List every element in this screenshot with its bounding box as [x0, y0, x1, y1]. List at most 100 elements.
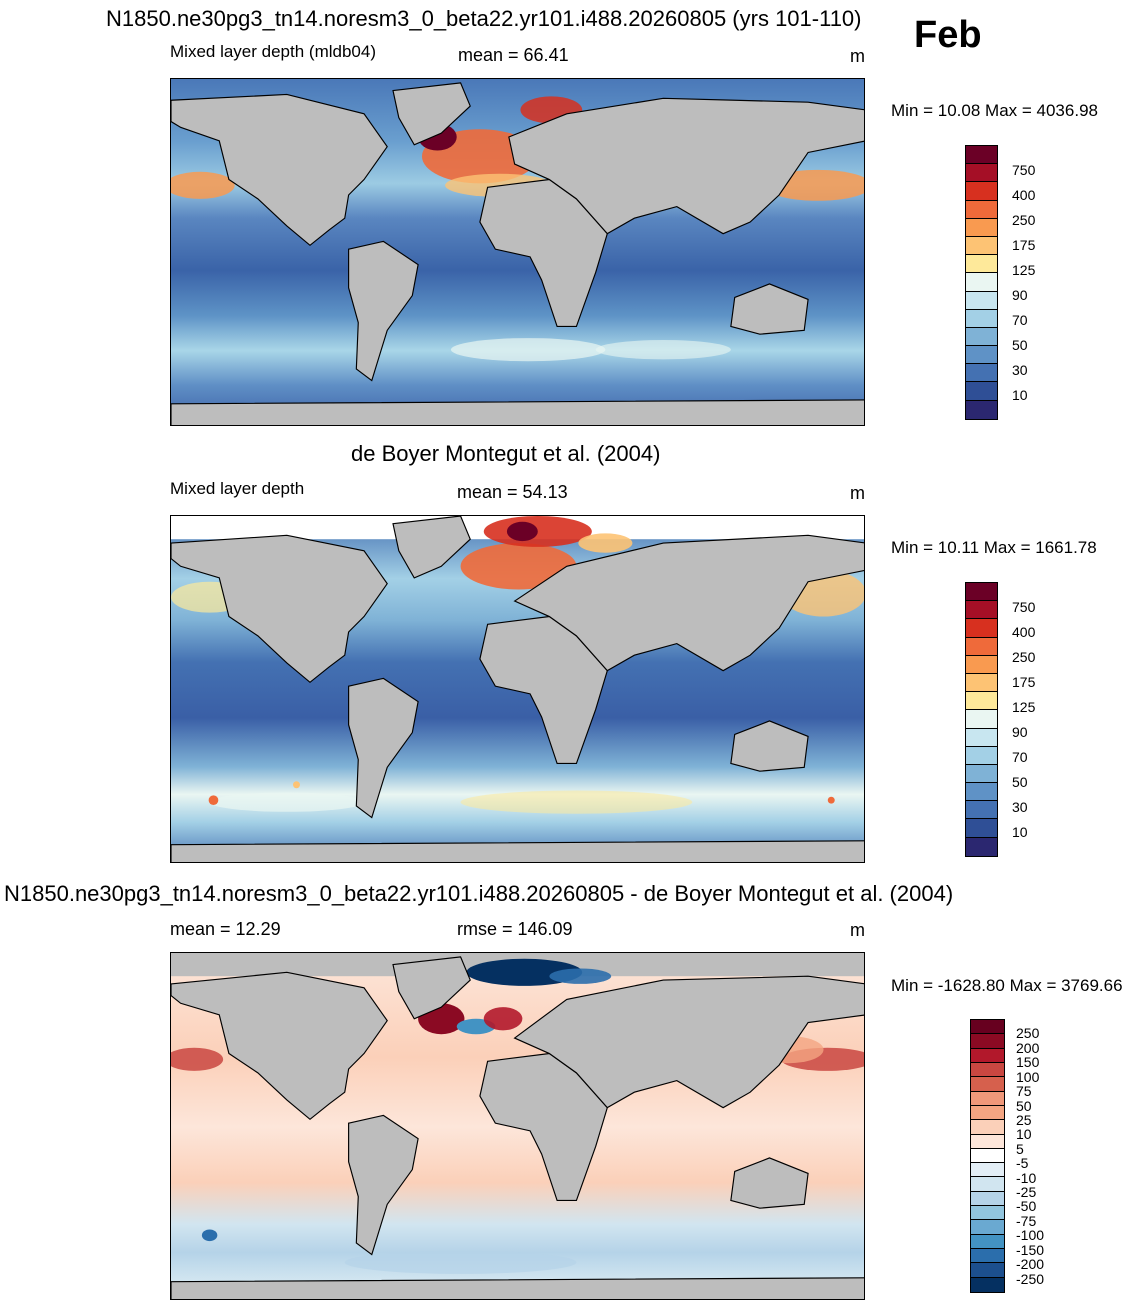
colorbar-tick-label: -5 — [1016, 1155, 1029, 1172]
colorbar-swatch — [971, 1120, 1004, 1135]
colorbar-tick-label: 90 — [1012, 287, 1028, 303]
panel3-minmax-label: Min = -1628.80 Max = 3769.66 — [891, 976, 1123, 995]
colorbar-tick-label: 175 — [1012, 674, 1036, 690]
colorbar-swatch — [966, 255, 997, 274]
colorbar-swatch — [966, 710, 997, 729]
colorbar-swatch — [966, 236, 997, 256]
panel3-colorbar — [970, 1019, 1005, 1293]
panel1-title: N1850.ne30pg3_tn14.noresm3_0_beta22.yr10… — [106, 6, 862, 31]
panel2-land — [171, 516, 864, 862]
colorbar-swatch — [971, 1277, 1004, 1292]
colorbar-tick-label: 250 — [1016, 1025, 1040, 1042]
colorbar-tick-label: 90 — [1012, 724, 1028, 740]
panel2-map — [170, 515, 865, 863]
panel1-variable-label: Mixed layer depth (mldb04) — [170, 42, 376, 61]
colorbar-swatch — [966, 655, 997, 674]
colorbar-swatch — [971, 1163, 1004, 1178]
colorbar-tick-label: 750 — [1012, 162, 1036, 178]
colorbar-swatch — [966, 819, 997, 838]
colorbar-swatch — [966, 309, 997, 328]
panel2-colorbar — [965, 582, 998, 857]
panel2-mean-label: mean = 54.13 — [457, 482, 568, 502]
panel3-colorbar-swatches — [971, 1020, 1004, 1292]
colorbar-swatch — [966, 327, 997, 347]
colorbar-swatch — [966, 764, 997, 784]
colorbar-swatch — [971, 1105, 1004, 1121]
colorbar-swatch — [966, 164, 997, 183]
colorbar-swatch — [971, 1220, 1004, 1235]
colorbar-tick-label: 250 — [1012, 212, 1036, 228]
colorbar-swatch — [971, 1206, 1004, 1221]
colorbar-tick-label: 250 — [1012, 649, 1036, 665]
colorbar-tick-label: 30 — [1012, 799, 1028, 815]
panel3-land — [171, 956, 864, 1299]
colorbar-swatch — [971, 1134, 1004, 1149]
colorbar-swatch — [966, 728, 997, 747]
panel3-units-label: m — [850, 920, 865, 940]
colorbar-swatch — [966, 746, 997, 765]
colorbar-swatch — [966, 801, 997, 820]
colorbar-swatch — [966, 218, 997, 237]
panel1-land — [171, 82, 864, 425]
colorbar-swatch — [966, 382, 997, 401]
panel1-colorbar-labels: 750 400 250 175 125 90 70 50 30 10 — [1012, 145, 1072, 420]
colorbar-tick-label: -150 — [1016, 1241, 1045, 1258]
panel1-colorbar — [965, 145, 998, 420]
colorbar-swatch — [966, 783, 997, 802]
colorbar-swatch — [971, 1020, 1004, 1035]
colorbar-tick-label: -50 — [1016, 1198, 1037, 1215]
panel1-units-label: m — [850, 46, 865, 66]
colorbar-swatch — [971, 1034, 1004, 1049]
colorbar-swatch — [971, 1249, 1004, 1264]
panel2-colorbar-labels: 750 400 250 175 125 90 70 50 30 10 — [1012, 582, 1072, 857]
panel3-mean-label: mean = 12.29 — [170, 919, 281, 939]
panel2-minmax-label: Min = 10.11 Max = 1661.78 — [891, 538, 1097, 557]
panel1-minmax-label: Min = 10.08 Max = 4036.98 — [891, 101, 1098, 120]
colorbar-swatch — [966, 619, 997, 638]
colorbar-swatch — [971, 1191, 1004, 1207]
colorbar-tick-label: -10 — [1016, 1169, 1037, 1186]
panel3-rmse-label: rmse = 146.09 — [457, 919, 573, 939]
colorbar-tick-label: 5 — [1016, 1140, 1024, 1157]
colorbar-tick-label: 100 — [1016, 1068, 1040, 1085]
colorbar-tick-label: 10 — [1016, 1126, 1032, 1143]
colorbar-swatch — [966, 146, 997, 165]
colorbar-swatch — [966, 837, 997, 856]
colorbar-swatch — [966, 400, 997, 419]
colorbar-tick-label: 400 — [1012, 187, 1036, 203]
panel2-variable-label: Mixed layer depth — [170, 479, 305, 498]
colorbar-swatch — [971, 1091, 1004, 1106]
colorbar-tick-label: 10 — [1012, 824, 1028, 840]
colorbar-swatch — [971, 1148, 1004, 1164]
colorbar-tick-label: 750 — [1012, 599, 1036, 615]
colorbar-tick-label: 125 — [1012, 699, 1036, 715]
colorbar-swatch — [971, 1177, 1004, 1192]
colorbar-tick-label: 150 — [1016, 1054, 1040, 1071]
colorbar-swatch — [966, 364, 997, 383]
panel1-colorbar-swatches — [966, 146, 997, 419]
colorbar-swatch — [966, 346, 997, 365]
colorbar-tick-label: 25 — [1016, 1111, 1032, 1128]
colorbar-tick-label: -75 — [1016, 1212, 1037, 1229]
colorbar-tick-label: -100 — [1016, 1227, 1045, 1244]
month-label: Feb — [914, 14, 982, 56]
panel1-map — [170, 78, 865, 426]
colorbar-tick-label: 50 — [1016, 1097, 1032, 1114]
colorbar-tick-label: -25 — [1016, 1184, 1037, 1201]
colorbar-tick-label: 70 — [1012, 312, 1028, 328]
panel3-title: N1850.ne30pg3_tn14.noresm3_0_beta22.yr10… — [4, 881, 954, 906]
panel3-map — [170, 952, 865, 1300]
colorbar-swatch — [966, 273, 997, 292]
colorbar-swatch — [966, 692, 997, 711]
colorbar-tick-label: 10 — [1012, 387, 1028, 403]
colorbar-swatch — [966, 291, 997, 310]
colorbar-swatch — [966, 673, 997, 693]
panel2-title: de Boyer Montegut et al. (2004) — [351, 441, 661, 466]
panel1-mean-label: mean = 66.41 — [458, 45, 569, 65]
panel2-units-label: m — [850, 483, 865, 503]
colorbar-tick-label: 200 — [1016, 1039, 1040, 1056]
colorbar-swatch — [971, 1263, 1004, 1278]
colorbar-tick-label: 50 — [1012, 337, 1028, 353]
colorbar-tick-label: -200 — [1016, 1256, 1045, 1273]
colorbar-swatch — [966, 200, 997, 219]
